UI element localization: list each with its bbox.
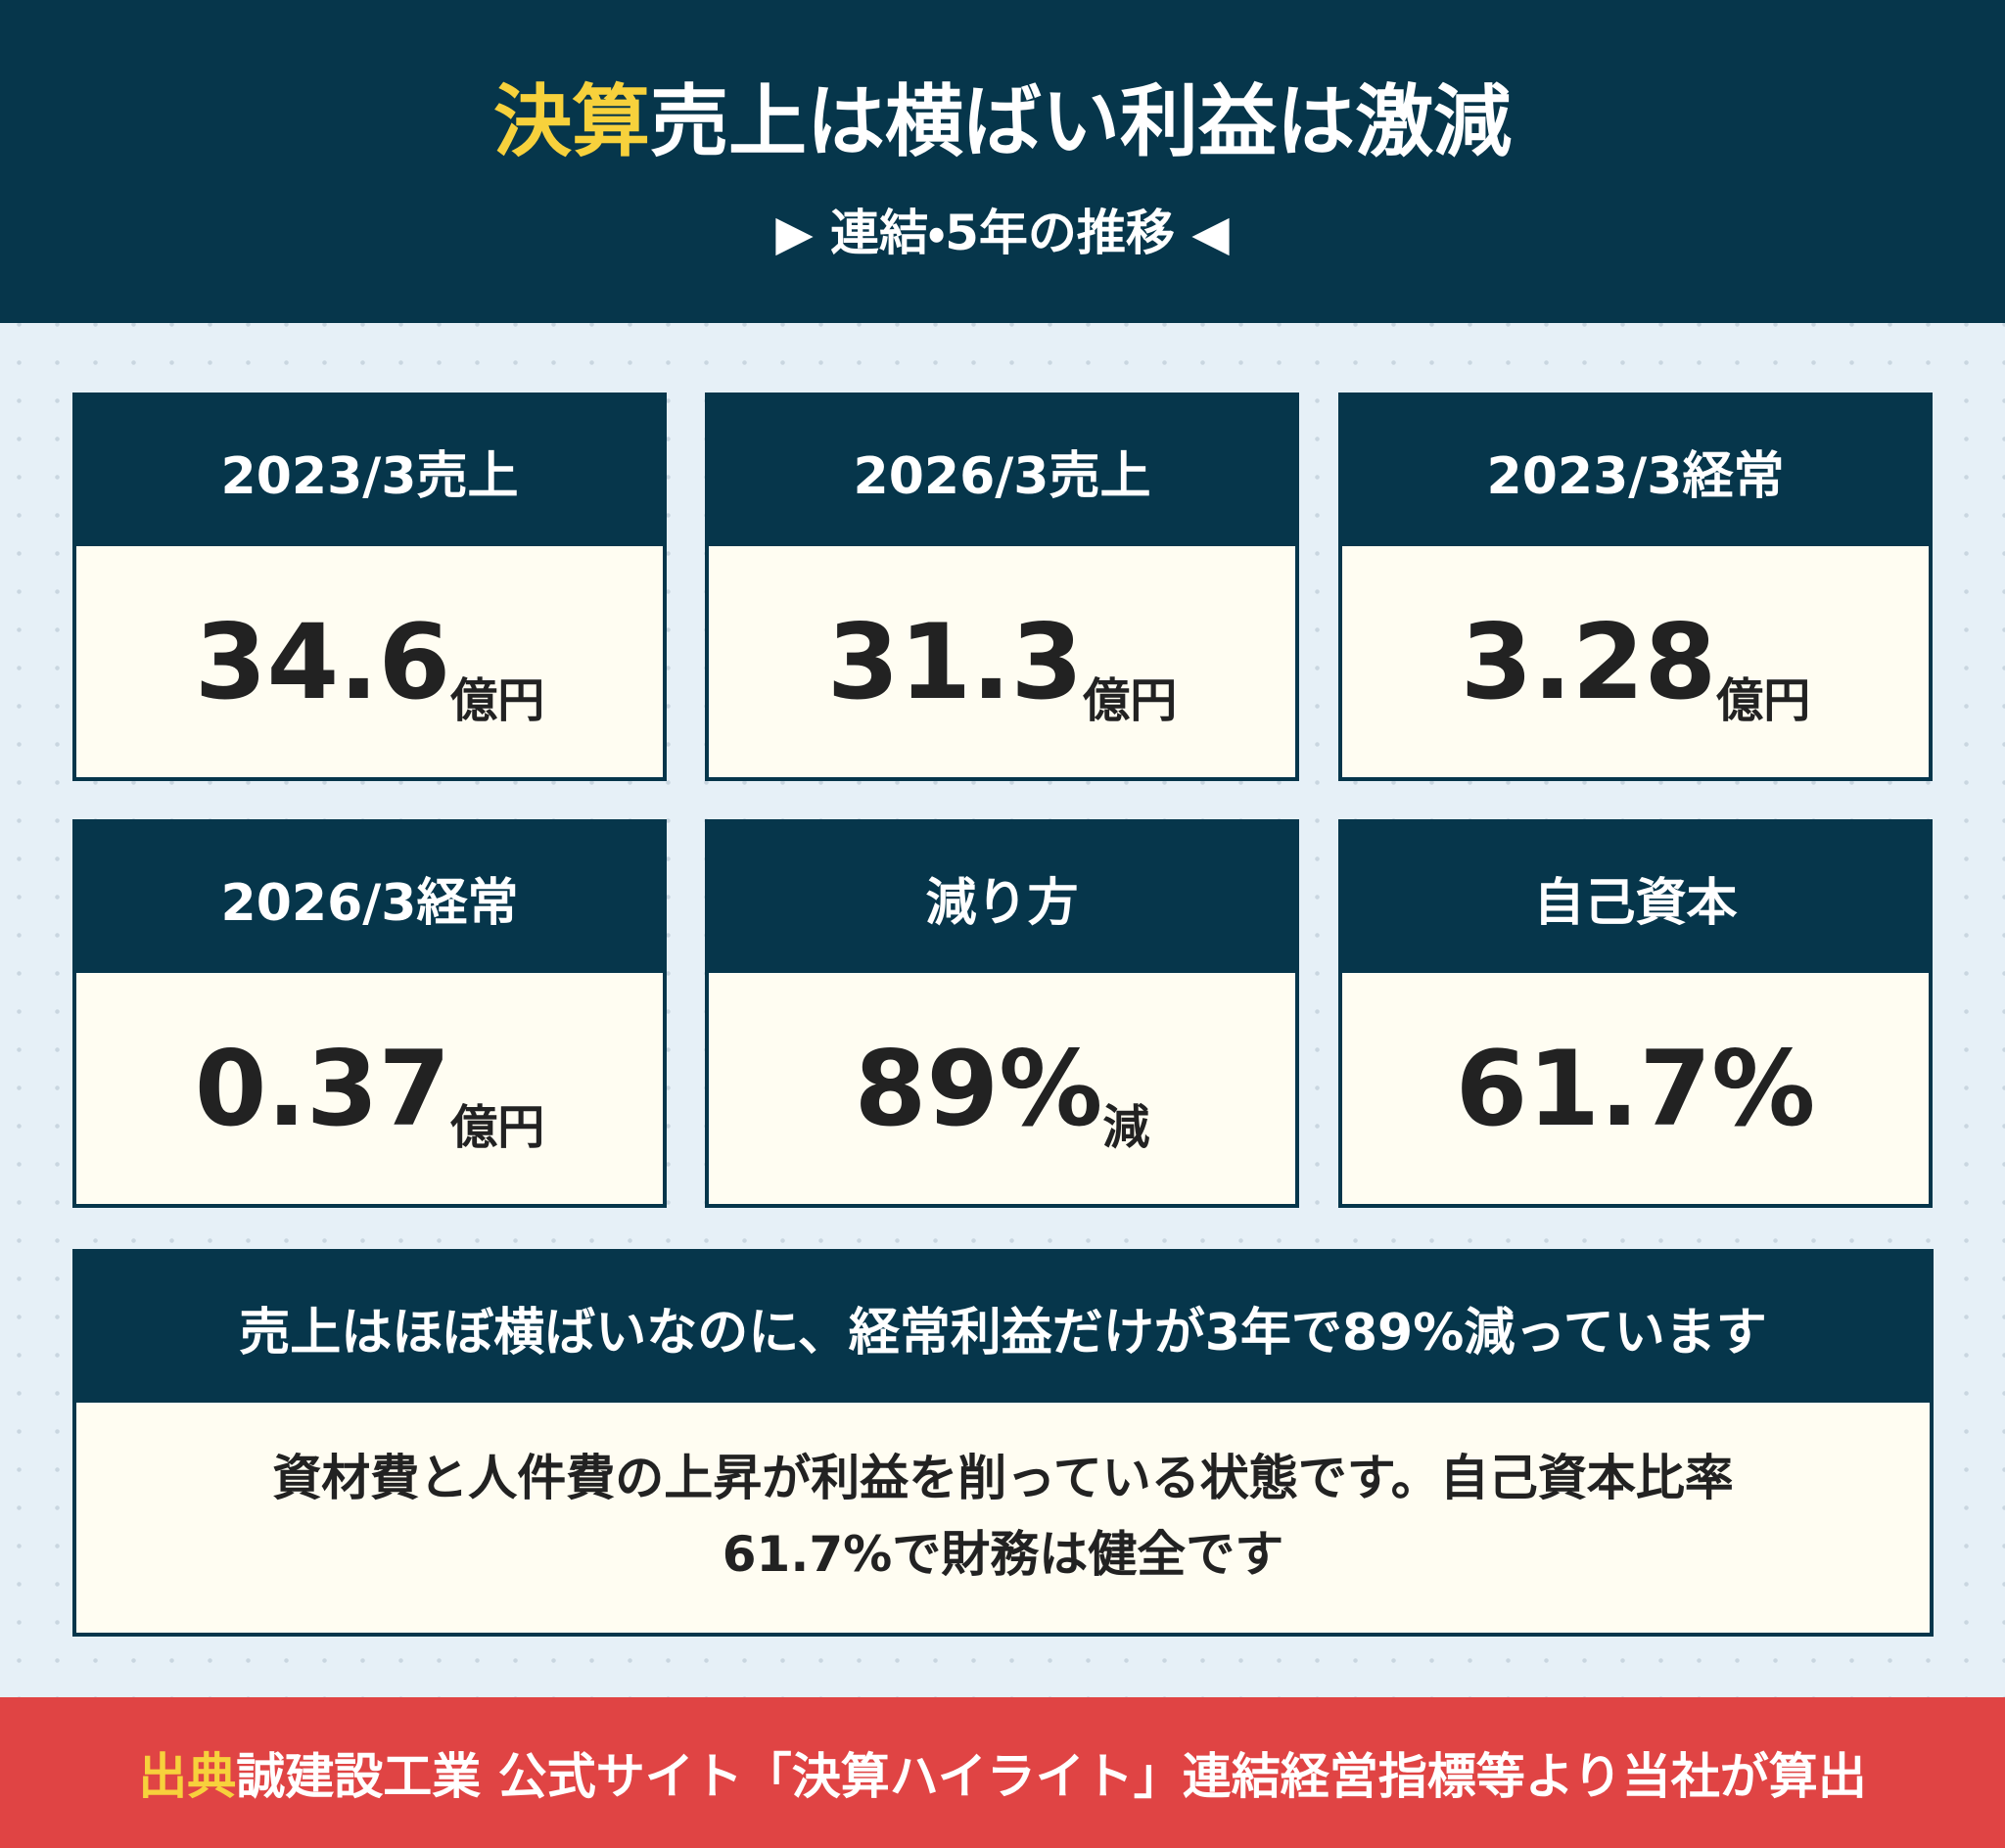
card-value: 0.37 億円 [76, 973, 663, 1204]
card-value: 3.28 億円 [1342, 546, 1929, 777]
value-unit: 億円 [450, 673, 545, 728]
stat-card: 減り方 89% 減 [705, 819, 1299, 1208]
value-number: 61.7% [1455, 1028, 1816, 1149]
title: 決算売上は横ばい利益は激減 [0, 73, 2005, 171]
card-value: 61.7% [1342, 973, 1929, 1204]
card-label: 2026/3売上 [709, 396, 1295, 546]
card-value: 89% 減 [709, 973, 1295, 1204]
stat-card: 自己資本 61.7% [1338, 819, 1933, 1208]
footer-label: 出典 [138, 1748, 237, 1805]
summary-body: 資材費と人件費の上昇が利益を削っている状態です。自己資本比率 61.7%で財務は… [76, 1403, 1930, 1593]
footer-text: 誠建設工業 公式サイト「決算ハイライト」連結経営指標等より当社が算出 [236, 1748, 1867, 1805]
card-value: 31.3 億円 [709, 546, 1295, 777]
value-unit: 億円 [450, 1100, 545, 1155]
card-label: 2023/3売上 [76, 396, 663, 546]
header: 決算売上は横ばい利益は激減 ▶ 連結・5年の推移 ◀ [0, 0, 2005, 323]
footer: 出典 誠建設工業 公式サイト「決算ハイライト」連結経営指標等より当社が算出 [0, 1697, 2005, 1848]
summary-line: 資材費と人件費の上昇が利益を削っている状態です。自己資本比率 [272, 1450, 1734, 1506]
stat-card: 2026/3売上 31.3 億円 [705, 393, 1299, 781]
summary-heading: 売上はほぼ横ばいなのに、経常利益だけが3年で89%減っています [76, 1253, 1930, 1403]
title-text: 売上は横ばい利益は激減 [650, 76, 1512, 167]
subtitle: ▶ 連結・5年の推移 ◀ [775, 205, 1230, 261]
value-number: 0.37 [194, 1028, 451, 1149]
value-unit: 億円 [1083, 673, 1178, 728]
value-number: 3.28 [1460, 601, 1717, 722]
card-label: 2026/3経常 [76, 823, 663, 973]
value-number: 31.3 [826, 601, 1084, 722]
value-number: 89% [854, 1028, 1103, 1149]
card-value: 34.6 億円 [76, 546, 663, 777]
title-highlight: 決算 [493, 76, 650, 167]
summary-line: 61.7%で財務は健全です [722, 1526, 1284, 1583]
card-label: 2023/3経常 [1342, 396, 1929, 546]
card-label: 減り方 [709, 823, 1295, 973]
value-number: 34.6 [194, 601, 451, 722]
value-unit: 減 [1102, 1100, 1150, 1155]
stat-card: 2023/3売上 34.6 億円 [72, 393, 667, 781]
card-label: 自己資本 [1342, 823, 1929, 973]
stat-card: 2026/3経常 0.37 億円 [72, 819, 667, 1208]
value-unit: 億円 [1716, 673, 1811, 728]
summary: 売上はほぼ横ばいなのに、経常利益だけが3年で89%減っています 資材費と人件費の… [72, 1249, 1934, 1637]
stat-card: 2023/3経常 3.28 億円 [1338, 393, 1933, 781]
